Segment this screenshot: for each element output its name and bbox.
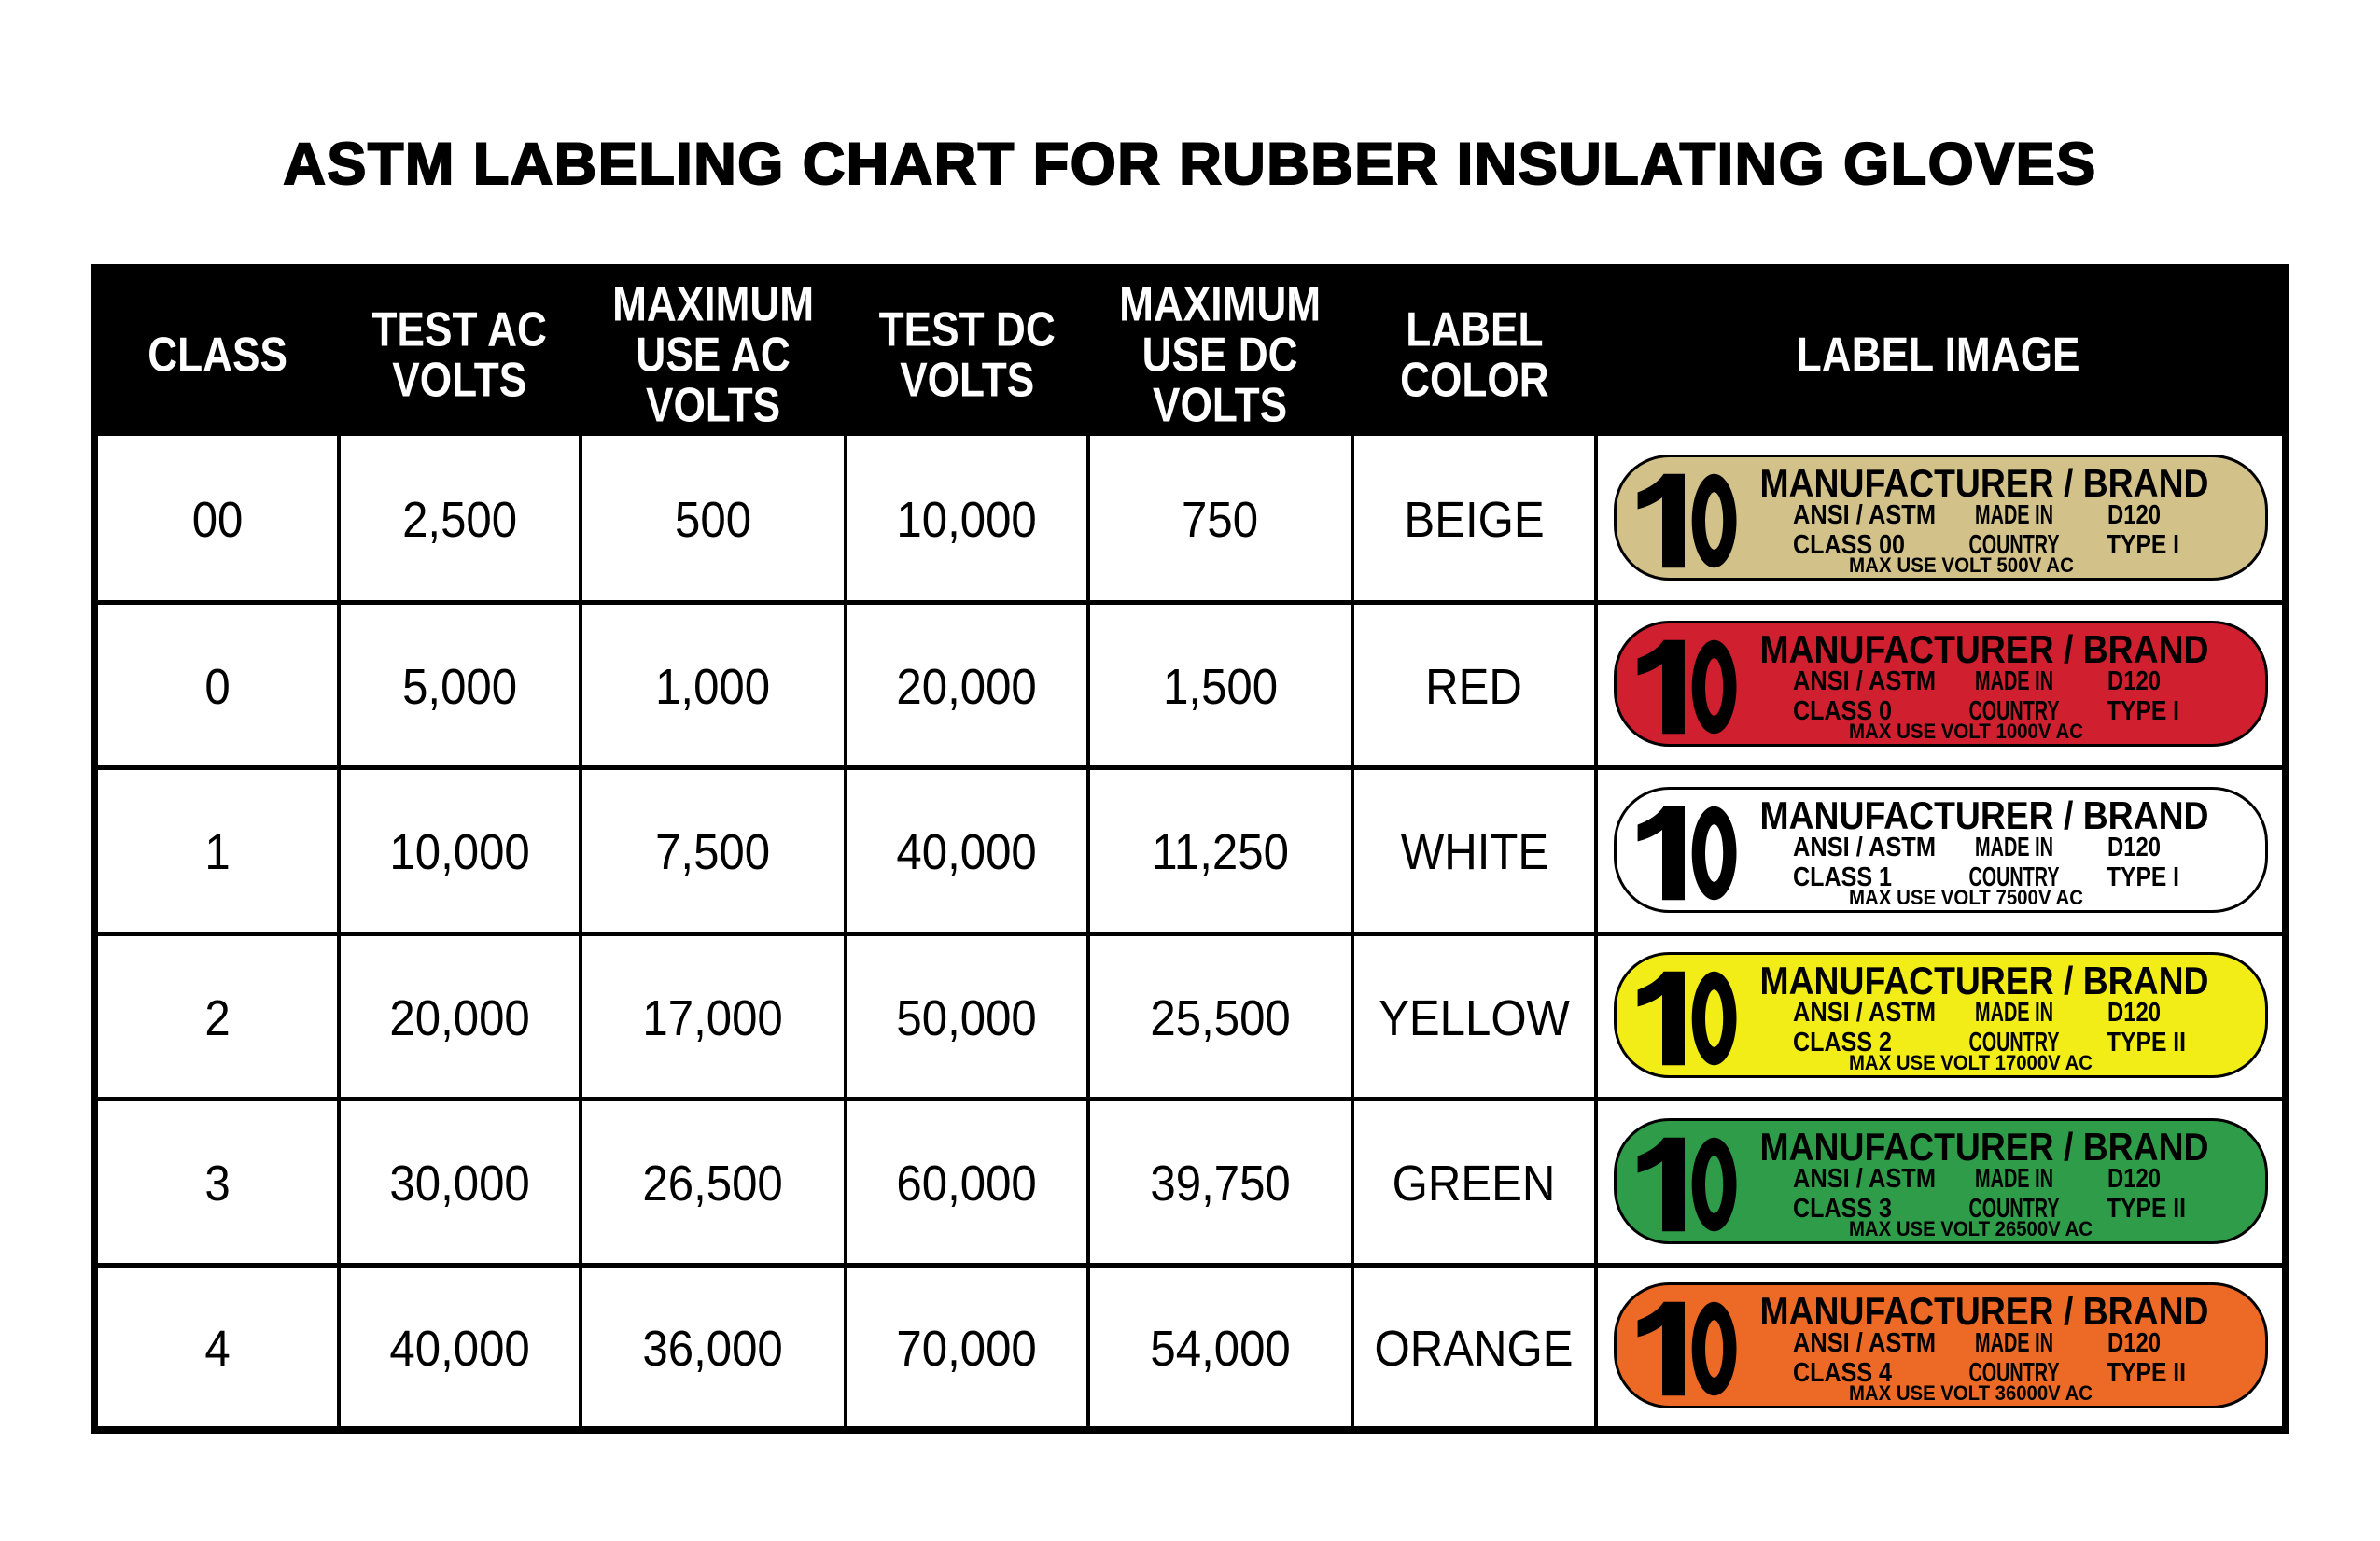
svg-text:TYPE I: TYPE I — [2107, 696, 2179, 726]
svg-text:MADE IN: MADE IN — [1975, 833, 2053, 862]
svg-text:MANUFACTURER / BRAND: MANUFACTURER / BRAND — [1760, 627, 2209, 671]
svg-text:CLASS 00: CLASS 00 — [1793, 530, 1905, 560]
svg-text:D120: D120 — [2107, 998, 2161, 1028]
svg-text:COUNTRY: COUNTRY — [1969, 1028, 2060, 1058]
svg-text:MAX USE VOLT 26500V AC: MAX USE VOLT 26500V AC — [1849, 1217, 2093, 1240]
svg-text:MADE IN: MADE IN — [1975, 998, 2053, 1028]
svg-text:ANSI / ASTM: ANSI / ASTM — [1793, 1164, 1936, 1194]
svg-text:CLASS 4: CLASS 4 — [1793, 1358, 1892, 1388]
svg-text:ANSI / ASTM: ANSI / ASTM — [1793, 833, 1936, 862]
svg-text:MADE IN: MADE IN — [1975, 1328, 2053, 1358]
svg-text:MAX USE VOLT 1000V AC: MAX USE VOLT 1000V AC — [1849, 720, 2083, 743]
svg-text:TYPE II: TYPE II — [2107, 1358, 2186, 1388]
svg-text:MADE IN: MADE IN — [1975, 500, 2053, 530]
svg-text:MANUFACTURER / BRAND: MANUFACTURER / BRAND — [1760, 793, 2209, 837]
svg-text:MAX USE VOLT 36000V AC: MAX USE VOLT 36000V AC — [1849, 1381, 2093, 1405]
svg-text:CLASS 0: CLASS 0 — [1793, 696, 1892, 726]
svg-text:COUNTRY: COUNTRY — [1969, 530, 2060, 560]
svg-text:ANSI / ASTM: ANSI / ASTM — [1793, 500, 1936, 530]
svg-text:TYPE II: TYPE II — [2107, 1028, 2186, 1058]
svg-text:COUNTRY: COUNTRY — [1969, 862, 2060, 892]
svg-text:COUNTRY: COUNTRY — [1969, 1358, 2060, 1388]
svg-text:CLASS 2: CLASS 2 — [1793, 1028, 1892, 1058]
svg-text:MAX USE VOLT 17000V AC: MAX USE VOLT 17000V AC — [1849, 1051, 2093, 1074]
svg-text:COUNTRY: COUNTRY — [1969, 696, 2060, 726]
svg-text:TYPE I: TYPE I — [2107, 862, 2179, 892]
svg-text:ANSI / ASTM: ANSI / ASTM — [1793, 998, 1936, 1028]
svg-text:D120: D120 — [2107, 500, 2161, 530]
svg-text:COUNTRY: COUNTRY — [1969, 1194, 2060, 1224]
svg-text:ANSI / ASTM: ANSI / ASTM — [1793, 1328, 1936, 1358]
svg-text:MANUFACTURER / BRAND: MANUFACTURER / BRAND — [1760, 461, 2209, 505]
svg-text:D120: D120 — [2107, 833, 2161, 862]
svg-text:MANUFACTURER / BRAND: MANUFACTURER / BRAND — [1760, 959, 2209, 1002]
svg-text:ANSI / ASTM: ANSI / ASTM — [1793, 666, 1936, 696]
svg-text:MADE IN: MADE IN — [1975, 1164, 2053, 1194]
svg-text:D120: D120 — [2107, 666, 2161, 696]
svg-text:CLASS 1: CLASS 1 — [1793, 862, 1892, 892]
svg-text:D120: D120 — [2107, 1164, 2161, 1194]
svg-text:TYPE II: TYPE II — [2107, 1194, 2186, 1224]
svg-text:MANUFACTURER / BRAND: MANUFACTURER / BRAND — [1760, 1289, 2209, 1333]
svg-text:MAX USE VOLT 500V AC: MAX USE VOLT 500V AC — [1849, 553, 2074, 577]
svg-text:MANUFACTURER / BRAND: MANUFACTURER / BRAND — [1760, 1125, 2209, 1169]
svg-text:MADE IN: MADE IN — [1975, 666, 2053, 696]
svg-text:MAX USE VOLT 7500V AC: MAX USE VOLT 7500V AC — [1849, 886, 2083, 909]
svg-text:TYPE I: TYPE I — [2107, 530, 2179, 560]
svg-text:D120: D120 — [2107, 1328, 2161, 1358]
svg-text:CLASS 3: CLASS 3 — [1793, 1194, 1892, 1224]
